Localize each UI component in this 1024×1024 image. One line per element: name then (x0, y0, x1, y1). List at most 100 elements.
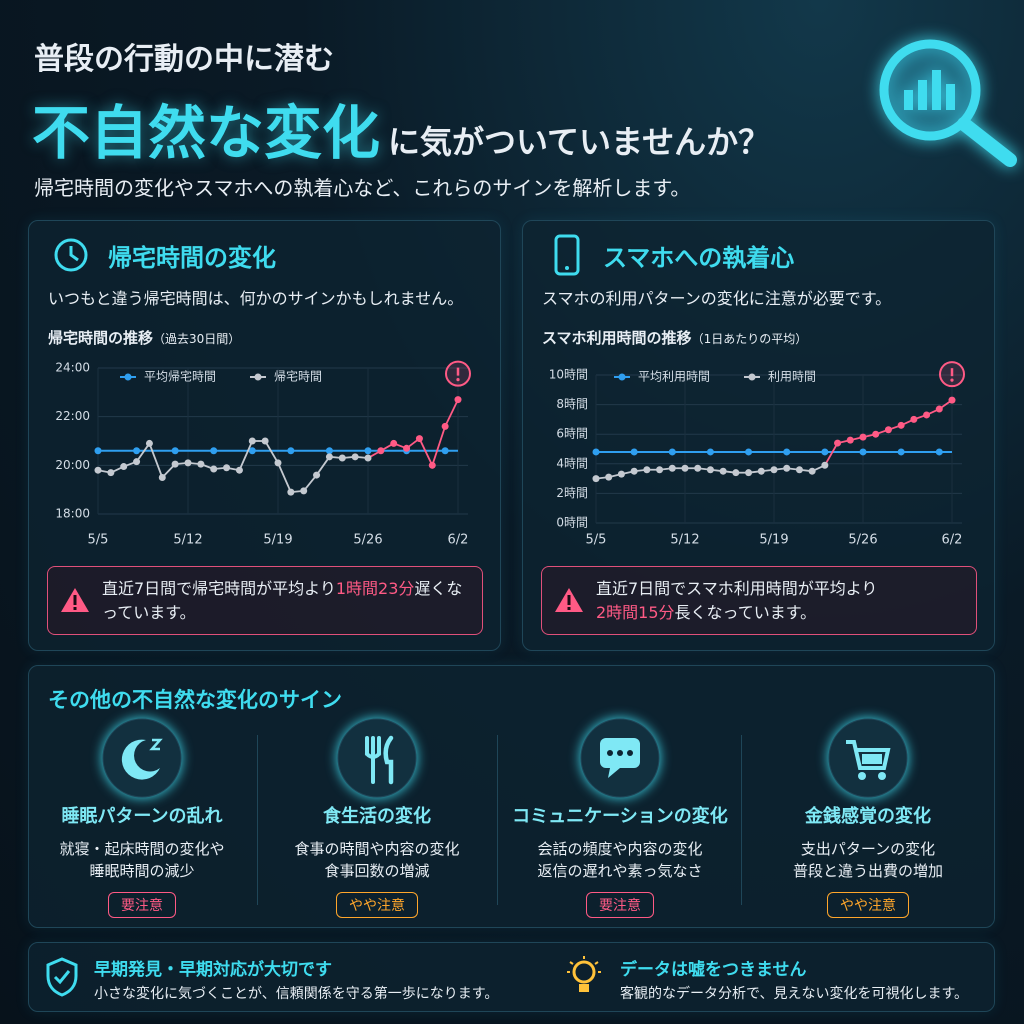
x-tick-label: 5/5 (586, 533, 607, 548)
footer-title: 早期発見・早期対応が大切です (94, 960, 332, 980)
divider (497, 735, 498, 905)
chart-title-text: 帰宅時間の推移 (48, 329, 154, 347)
y-tick-label: 22:00 (55, 409, 90, 423)
legend-dot (124, 373, 132, 381)
chart: 18:00 20:00 22:00 24:00 5/5 5/12 5/19 5/26 6/2 平均… (55, 361, 471, 548)
data-point (223, 464, 231, 472)
sign-line: 会話の頻度や内容の変化 (537, 840, 703, 858)
footer-text: 客観的なデータ分析で、見えない変化を可視化します。 (620, 986, 969, 1002)
alert-text: 直近7日間でスマホ利用時間が平均より (596, 579, 878, 598)
sign-line: 返信の遅れや素っ気なさ (537, 862, 703, 880)
average-marker (364, 447, 372, 455)
data-point (133, 458, 141, 466)
warning-icon (555, 588, 583, 612)
bulb-icon (567, 956, 601, 992)
data-point (158, 474, 166, 481)
average-marker (859, 448, 867, 456)
average-marker (287, 447, 295, 455)
sign-lines: 食事の時間や内容の変化 食事回数の増減 (257, 838, 497, 882)
legend-dot (254, 373, 262, 381)
data-point (808, 467, 816, 475)
sign-badge: やや注意 (827, 892, 909, 918)
data-point (643, 466, 651, 474)
alert-emphasis: 1時間23分 (335, 579, 415, 598)
chart-title-text: スマホ利用時間の推移 (542, 329, 692, 347)
panel-description: いつもと違う帰宅時間は、何かのサインかもしれません。 (48, 289, 464, 308)
y-tick-label: 8時間 (556, 397, 588, 411)
data-point (325, 453, 333, 461)
data-point (120, 463, 128, 471)
footer (28, 942, 995, 1012)
sign-title: コミュニケーションの変化 (512, 806, 728, 827)
y-tick-label: 6時間 (556, 427, 588, 441)
y-tick-label: 2時間 (556, 486, 588, 500)
data-point (403, 444, 411, 452)
line-segment (277, 462, 292, 493)
average-marker (821, 448, 829, 456)
data-point (428, 461, 436, 469)
sign-line: 食事回数の増減 (324, 862, 430, 880)
magnifier-icon (879, 39, 1017, 167)
average-marker (210, 447, 218, 455)
chart-title: スマホ利用時間の推移（1日あたりの平均） (542, 327, 807, 348)
legend-label: 平均帰宅時間 (144, 369, 216, 384)
sign-item: 食生活の変化 食事の時間や内容の変化 食事回数の増減 やや注意 (257, 718, 497, 918)
panel-title: スマホへの執着心 (603, 244, 795, 272)
legend-label: 平均利用時間 (638, 370, 710, 384)
average-marker (897, 448, 905, 456)
line-segment (238, 440, 254, 471)
data-point (364, 454, 372, 462)
y-tick-label: 24:00 (55, 361, 90, 375)
data-point (313, 471, 321, 479)
phone-icon (554, 234, 580, 276)
x-tick-label: 5/12 (670, 533, 699, 548)
data-point (630, 467, 638, 475)
average-marker (325, 447, 333, 455)
signs-title: その他の不自然な変化のサイン (48, 688, 342, 712)
divider (741, 735, 742, 905)
signs-panel (28, 665, 995, 928)
line-segment (431, 426, 446, 466)
data-point (923, 411, 931, 419)
data-point (859, 433, 867, 441)
legend-label: 帰宅時間 (274, 369, 322, 384)
sign-lines: 会話の頻度や内容の変化 返信の遅れや素っ気なさ (500, 838, 740, 882)
average-marker (592, 448, 600, 456)
x-tick-label: 5/26 (848, 533, 877, 548)
data-point (415, 435, 423, 443)
data-point (300, 487, 308, 495)
alert-emphasis: 2時間15分 (596, 603, 675, 622)
average-marker (630, 448, 638, 456)
chart-subtitle: （1日あたりの平均） (691, 332, 808, 346)
data-point (210, 465, 218, 473)
average-marker (745, 448, 753, 456)
footer-title: データは嘘をつきません (620, 960, 807, 980)
warning-icon (61, 588, 89, 612)
sign-line: 食事の時間や内容の変化 (294, 840, 460, 858)
data-point (719, 467, 727, 475)
x-tick-label: 6/2 (448, 533, 469, 548)
data-point (783, 464, 791, 472)
data-point (617, 470, 625, 478)
data-point (732, 469, 740, 477)
sign-line: 普段と違う出費の増加 (792, 862, 943, 880)
line-segment (148, 443, 164, 478)
alert: 直近7日間で帰宅時間が平均より1時間23分遅くなっています。 (47, 566, 483, 635)
shield-icon (46, 957, 78, 997)
line-segment (264, 440, 279, 464)
data-point (274, 459, 282, 467)
alert: 直近7日間でスマホ利用時間が平均より 2時間15分長くなっています。 (541, 566, 977, 635)
alert-text: 長くなっています。 (674, 603, 817, 622)
data-point (948, 396, 956, 404)
panel (28, 220, 501, 651)
sign-lines: 支出パターンの変化 普段と違う出費の増加 (748, 838, 988, 882)
data-point (745, 469, 753, 477)
average-marker (94, 447, 102, 455)
data-point (834, 439, 842, 447)
panel-title: 帰宅時間の変化 (108, 244, 276, 272)
sign-title: 食生活の変化 (323, 806, 431, 827)
sign-line: 就寝・起床時間の変化や (59, 840, 225, 858)
alert-icon-dot (950, 378, 954, 382)
sign-lines: 就寝・起床時間の変化や 睡眠時間の減少 (22, 838, 262, 882)
sign-item: コミュニケーションの変化 会話の頻度や内容の変化 返信の遅れや素っ気なさ 要注意 (500, 718, 740, 918)
